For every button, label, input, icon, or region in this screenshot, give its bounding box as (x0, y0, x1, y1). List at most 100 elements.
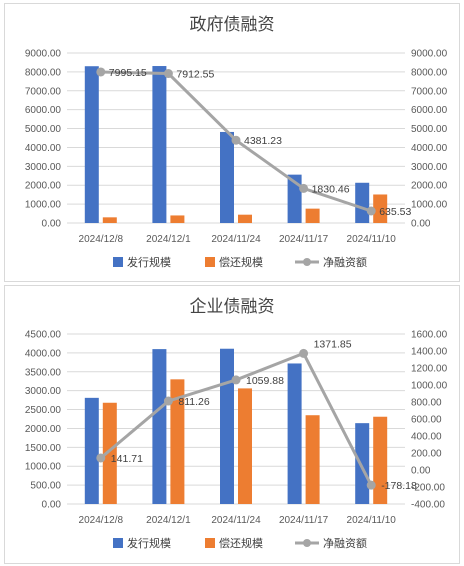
x-axis-category-label: 2024/12/8 (79, 234, 124, 245)
issue-bar (152, 66, 167, 224)
y2-axis-tick-label: -200.00 (411, 483, 445, 494)
x-axis-category-label: 2024/11/17 (279, 515, 329, 526)
corporate-bond-financing-chart: 企业债融资 0.00 500.00 1000.00 1500.00 2000.00 2500… (4, 285, 460, 564)
y-axis-tick-label: 0.00 (42, 219, 62, 230)
legend-repay-swatch (205, 538, 215, 548)
chart-title: 政府债融资 (190, 15, 275, 34)
y-axis-tick-label: 1000.00 (25, 200, 62, 211)
y2-axis-tick-label: 5000.00 (411, 124, 448, 135)
x-axis-category-label: 2024/12/8 (79, 515, 124, 526)
legend-label: 偿还规模 (219, 536, 263, 550)
legend-label: 净融资额 (323, 255, 367, 269)
issue-bar (152, 349, 167, 504)
net-financing-data-label: 1371.85 (314, 338, 352, 350)
repay-bar (102, 217, 117, 223)
net-financing-data-label: 811.26 (178, 396, 209, 408)
y-axis-tick-label: 4000.00 (25, 348, 62, 359)
chart-svg: 企业债融资 0.00 500.00 1000.00 1500.00 2000.00 2500… (25, 297, 448, 550)
government-bond-financing-chart: 政府债融资 0.00 1000.00 2000.00 3000.00 4000.00 500… (4, 3, 460, 282)
x-axis-category-label: 2024/11/10 (347, 515, 397, 526)
y2-axis-tick-label: 1000.00 (411, 200, 448, 211)
y2-axis-tick-label: 400.00 (411, 432, 442, 443)
y2-axis-tick-label: 200.00 (411, 449, 442, 460)
y-axis-tick-label: 4500.00 (25, 330, 62, 341)
y-axis-tick-label: 8000.00 (25, 67, 62, 78)
y2-axis-tick-label: 3000.00 (411, 162, 448, 173)
repay-bar (305, 415, 320, 504)
issue-bar (287, 363, 302, 504)
y-axis-tick-label: 2000.00 (25, 424, 62, 435)
net-financing-data-label: 7995.15 (109, 67, 147, 79)
chart-svg: 政府债融资 0.00 1000.00 2000.00 3000.00 4000.00 500… (25, 15, 448, 269)
legend-label: 发行规模 (127, 536, 171, 550)
x-axis-category-label: 2024/11/24 (211, 515, 261, 526)
repay-bar (373, 194, 388, 223)
net-financing-data-label: 7912.55 (176, 69, 214, 81)
y-axis-tick-label: 3000.00 (25, 386, 62, 397)
y-axis-tick-label: 5000.00 (25, 124, 62, 135)
x-axis-category-label: 2024/11/17 (279, 234, 329, 245)
y-axis-tick-label: 1500.00 (25, 443, 62, 454)
repay-bar (170, 379, 185, 504)
net-financing-data-label: 141.71 (111, 453, 143, 465)
net-financing-point (366, 206, 376, 216)
y-axis-tick-label: 2500.00 (25, 405, 62, 416)
legend-issue-swatch (113, 257, 123, 267)
y2-axis-tick-label: 9000.00 (411, 49, 448, 60)
y2-axis-tick-label: 1400.00 (411, 347, 448, 358)
y2-axis-tick-label: 6000.00 (411, 105, 448, 116)
net-financing-point (96, 67, 106, 77)
issue-bar (220, 348, 234, 504)
y2-axis-tick-label: 7000.00 (411, 86, 448, 97)
y-axis-tick-label: 1000.00 (25, 462, 62, 473)
net-financing-point (231, 135, 241, 145)
y-axis-tick-label: 500.00 (30, 481, 61, 492)
repay-bar (238, 214, 252, 223)
net-financing-line (99, 351, 373, 486)
legend-issue-swatch (113, 538, 123, 548)
y2-axis-tick-label: 0.00 (411, 466, 431, 477)
repay-bar (238, 388, 252, 504)
net-financing-point (299, 348, 309, 358)
net-financing-data-label: 1830.46 (312, 183, 350, 195)
net-financing-point (163, 69, 173, 79)
y-axis-tick-label: 9000.00 (25, 49, 62, 60)
y-axis-tick-label: 3000.00 (25, 162, 62, 173)
y2-axis-tick-label: 1600.00 (411, 330, 448, 341)
y2-axis-tick-label: 4000.00 (411, 143, 448, 154)
y-axis-tick-label: 2000.00 (25, 181, 62, 192)
y-axis-tick-label: 7000.00 (25, 86, 62, 97)
x-axis-category-label: 2024/12/1 (146, 234, 191, 245)
legend-repay-swatch (205, 257, 215, 267)
y2-axis-tick-label: 600.00 (411, 415, 442, 426)
net-financing-point (299, 183, 309, 193)
y2-axis-tick-label: 0.00 (411, 219, 431, 230)
y2-axis-tick-label: 8000.00 (411, 67, 448, 78)
repay-bar (305, 208, 320, 223)
legend-label: 偿还规模 (219, 255, 263, 269)
y-axis-tick-label: 4000.00 (25, 143, 62, 154)
x-axis-category-label: 2024/11/10 (347, 234, 397, 245)
net-financing-data-label: 635.53 (379, 206, 411, 218)
y2-axis-tick-label: 2000.00 (411, 181, 448, 192)
legend-label: 发行规模 (127, 255, 171, 269)
issue-bar (84, 66, 99, 223)
issue-bar (84, 397, 99, 504)
x-axis-category-label: 2024/12/1 (146, 515, 191, 526)
issue-bar (287, 174, 302, 223)
y-axis-tick-label: 0.00 (42, 500, 62, 511)
net-financing-data-label: -178.18 (381, 480, 417, 492)
legend-net-marker (303, 258, 311, 266)
y2-axis-tick-label: 800.00 (411, 398, 442, 409)
y2-axis-tick-label: 1200.00 (411, 364, 448, 375)
repay-bar (102, 402, 117, 504)
net-financing-point (366, 480, 376, 490)
x-axis-category-label: 2024/11/24 (211, 234, 261, 245)
legend-label: 净融资额 (323, 536, 367, 550)
net-financing-data-label: 4381.23 (244, 135, 282, 147)
legend-net-marker (303, 539, 311, 547)
issue-bar (220, 131, 234, 223)
net-financing-point (231, 375, 241, 385)
net-financing-data-label: 1059.88 (246, 375, 284, 387)
